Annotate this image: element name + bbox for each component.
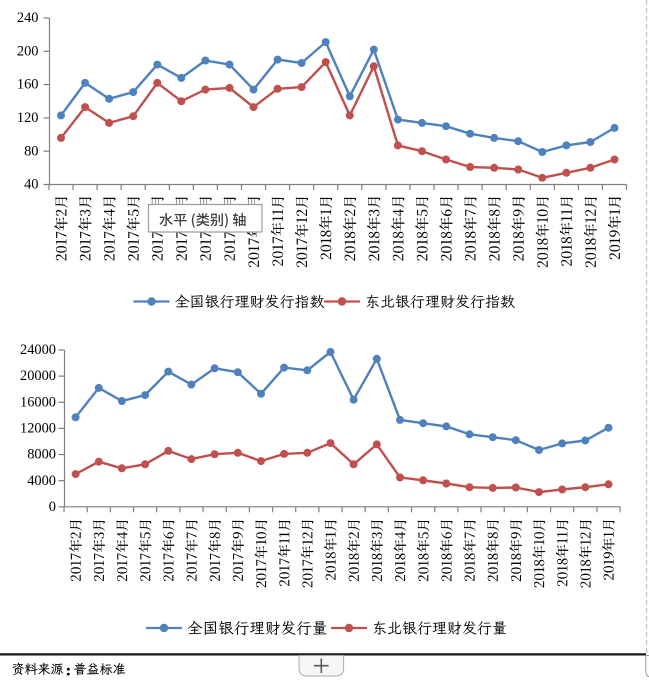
svg-text:16000: 16000 bbox=[20, 394, 56, 410]
svg-text:8000: 8000 bbox=[27, 447, 56, 463]
svg-text:24000: 24000 bbox=[20, 342, 56, 358]
svg-text:160: 160 bbox=[17, 77, 39, 93]
svg-text:80: 80 bbox=[24, 143, 38, 159]
svg-text:240: 240 bbox=[17, 10, 39, 26]
svg-text:0: 0 bbox=[49, 499, 56, 515]
svg-text:200: 200 bbox=[17, 43, 39, 59]
svg-text:40: 40 bbox=[24, 177, 38, 193]
svg-text:12000: 12000 bbox=[20, 421, 56, 437]
svg-text:4000: 4000 bbox=[27, 473, 56, 489]
svg-text:20000: 20000 bbox=[20, 368, 56, 384]
svg-text:120: 120 bbox=[17, 110, 39, 126]
